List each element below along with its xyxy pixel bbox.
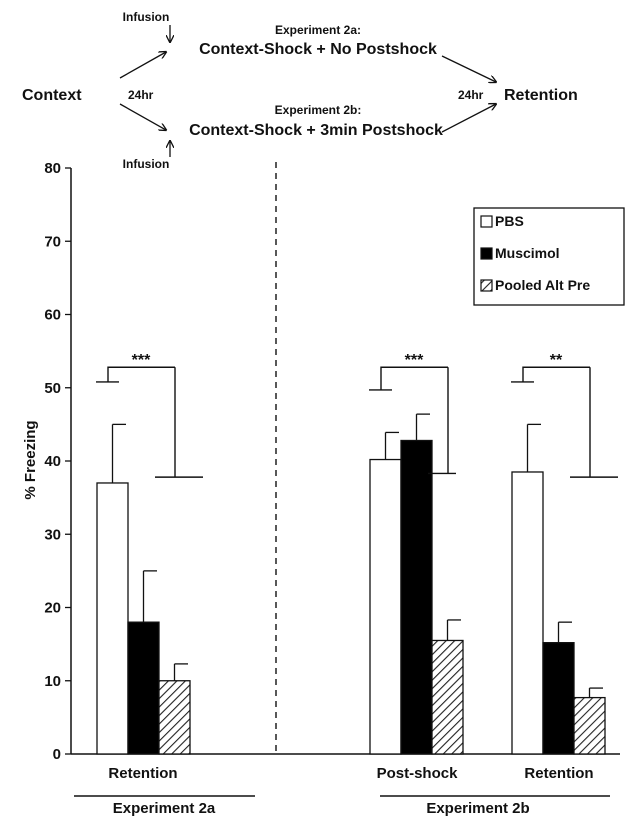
y-tick-label: 60 — [44, 307, 61, 324]
legend-swatch — [480, 279, 493, 292]
significance-stars: *** — [132, 352, 151, 369]
legend-swatch — [480, 215, 493, 228]
significance-brackets: *** *** ** — [96, 352, 618, 478]
bar-pooled-alt-pre — [158, 680, 191, 755]
y-axis-label: % Freezing — [22, 420, 39, 499]
legend-swatch — [480, 247, 493, 260]
bar-pbs — [511, 471, 544, 755]
infusion-top-label: Infusion — [123, 10, 170, 24]
y-tick-label: 30 — [44, 526, 61, 543]
exp2b-schematic-label: Experiment 2b: — [275, 103, 362, 117]
arrow-context-to-2a — [119, 52, 166, 79]
y-tick-label: 70 — [44, 233, 61, 250]
arrow-2a-to-retention — [441, 55, 496, 82]
infusion-bottom-label: Infusion — [123, 157, 170, 171]
experiment-label: Experiment 2b — [426, 800, 529, 817]
bracket-arm — [522, 366, 590, 382]
bar-muscimol — [127, 621, 160, 755]
category-label: Post-shock — [377, 765, 459, 782]
bracket-arm — [380, 366, 448, 390]
axes: 0 10 20 30 40 50 60 70 80 — [44, 160, 620, 763]
bar-pooled-alt-pre — [431, 639, 464, 755]
legend: PBS Muscimol Pooled Alt Pre — [473, 207, 625, 306]
significance-stars: *** — [405, 352, 424, 369]
y-tick-label: 80 — [44, 160, 61, 177]
bar-pbs — [96, 482, 129, 755]
exp2a-procedure: Context-Shock + No Postshock — [199, 41, 437, 58]
arrow-2b-to-retention — [441, 104, 496, 133]
legend-label: Muscimol — [495, 245, 560, 261]
significance-stars: ** — [550, 352, 563, 369]
legend-label: Pooled Alt Pre — [495, 277, 590, 293]
bracket-arm — [107, 366, 175, 382]
y-tick-label: 10 — [44, 673, 61, 690]
h24-right-label: 24hr — [458, 88, 484, 102]
y-tick-label: 0 — [53, 746, 61, 763]
bars — [96, 413, 606, 755]
legend-box — [473, 207, 625, 306]
context-label: Context — [22, 87, 82, 104]
bar-muscimol — [542, 642, 575, 755]
retention-schematic-label: Retention — [504, 87, 578, 104]
bar-muscimol — [400, 439, 433, 755]
y-tick-label: 40 — [44, 453, 61, 470]
exp2a-schematic-label: Experiment 2a: — [275, 23, 361, 37]
legend-label: PBS — [495, 213, 524, 229]
h24-left-label: 24hr — [128, 88, 154, 102]
category-label: Retention — [108, 765, 177, 782]
x-labels: Retention Post-shock Retention Experiment 2… — [74, 765, 610, 817]
experiment-label: Experiment 2a — [113, 800, 216, 817]
bar-pbs — [369, 458, 402, 755]
bar-pooled-alt-pre — [573, 696, 606, 755]
category-label: Retention — [524, 765, 593, 782]
arrow-context-to-2b — [119, 103, 166, 130]
y-tick-label: 50 — [44, 380, 61, 397]
exp2b-procedure: Context-Shock + 3min Postshock — [189, 122, 443, 139]
schematic-arrows — [119, 25, 496, 157]
y-tick-label: 20 — [44, 600, 61, 617]
